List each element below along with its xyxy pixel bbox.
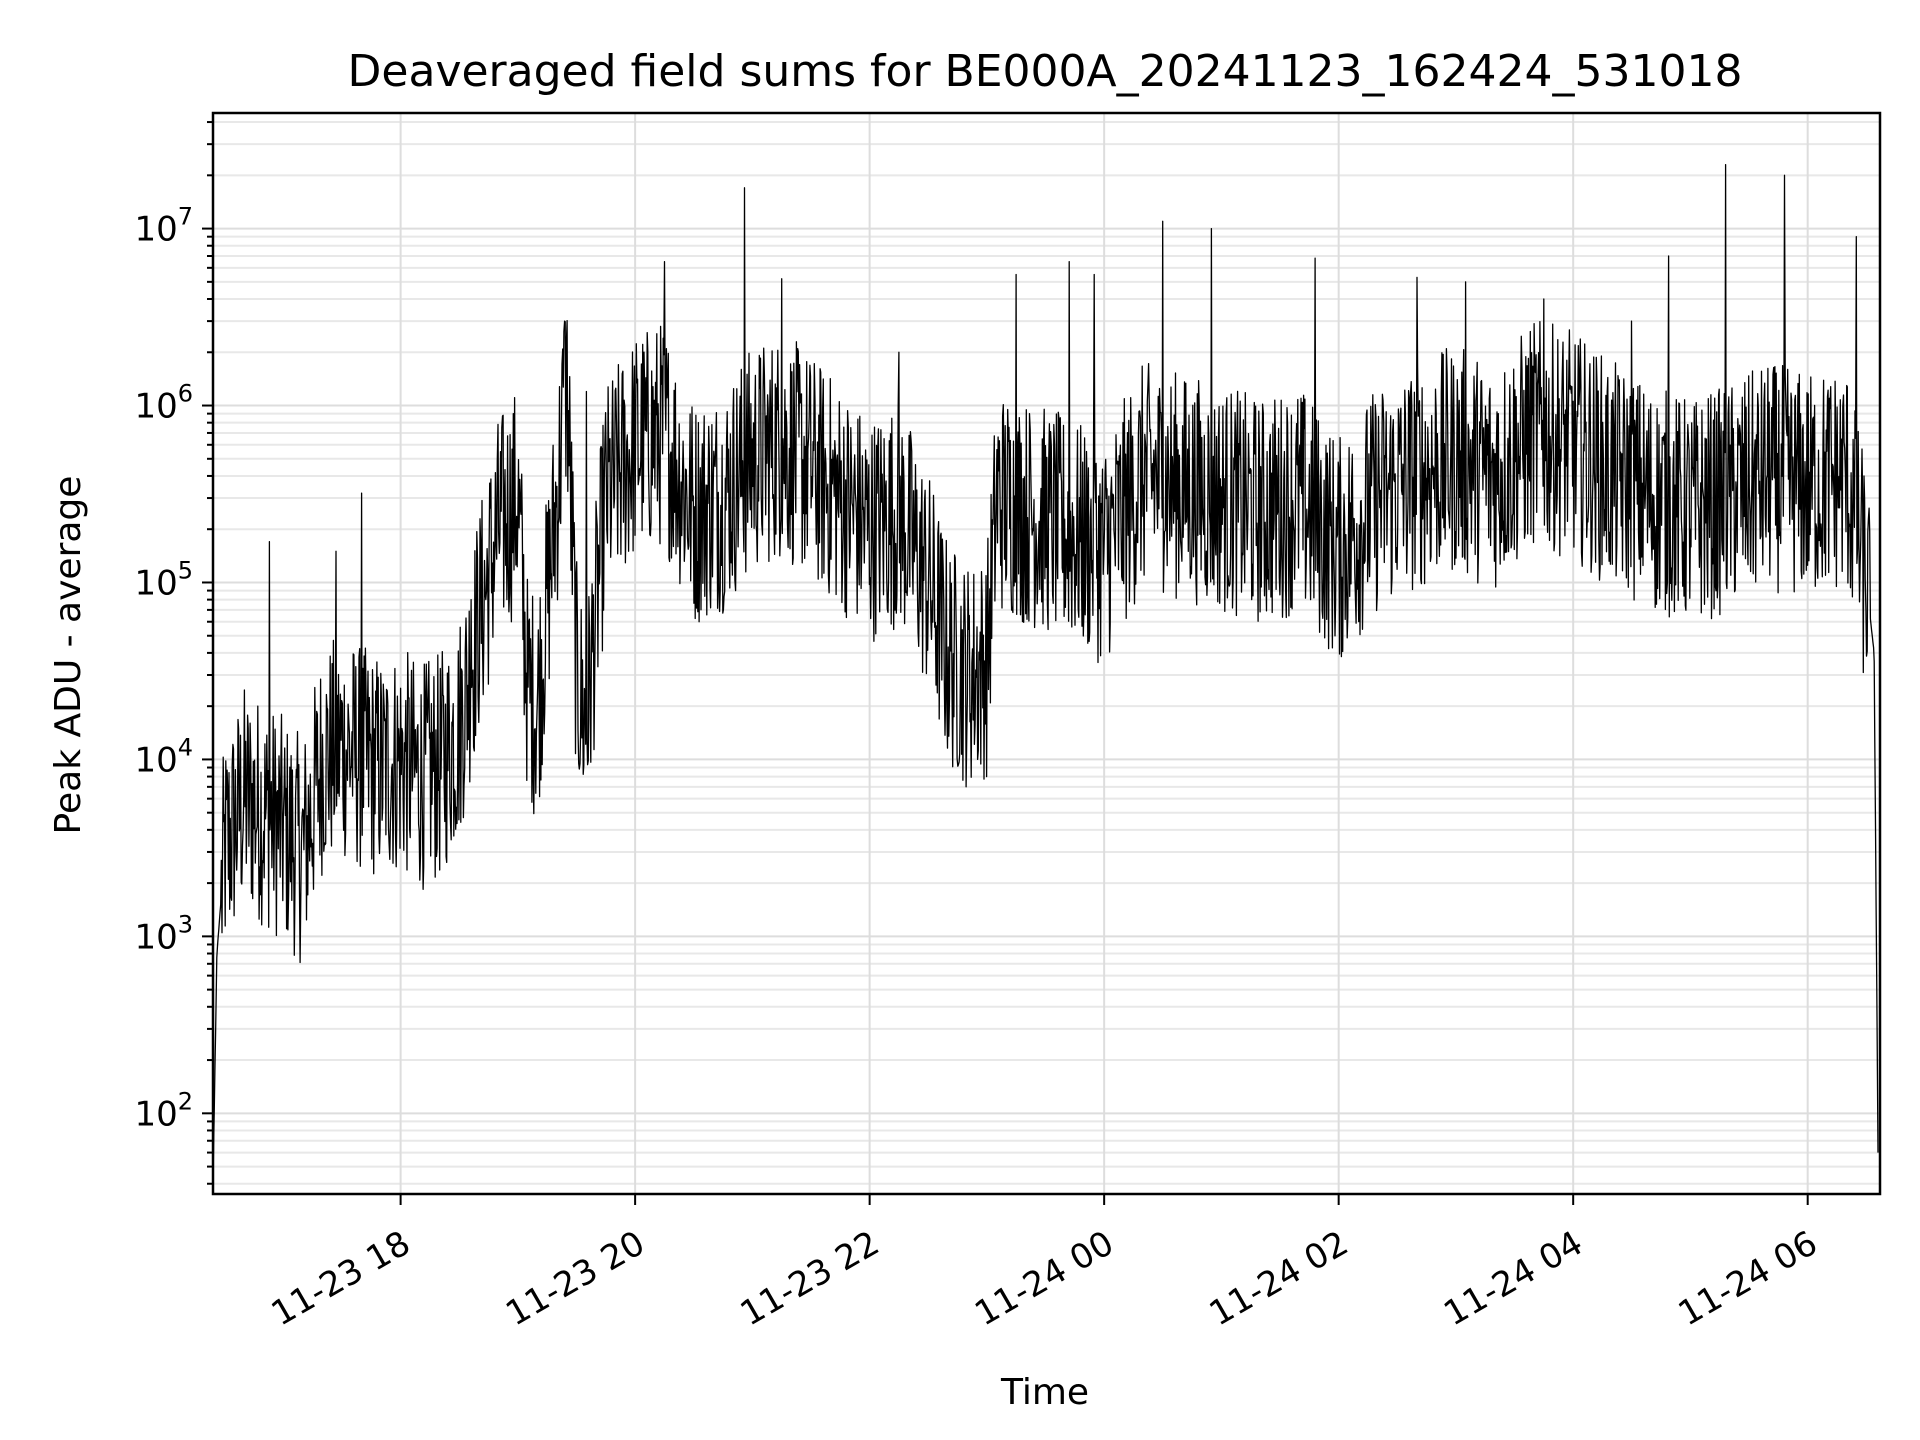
chart-title: Deaveraged field sums for BE000A_2024112… xyxy=(348,46,1743,97)
x-axis-label: Time xyxy=(1000,1372,1089,1413)
y-tick-label: 106 xyxy=(134,380,193,427)
y-tick-label: 104 xyxy=(134,733,193,780)
y-tick-label: 103 xyxy=(134,910,193,957)
y-tick-label: 105 xyxy=(134,556,193,603)
y-tick-label: 107 xyxy=(134,203,193,250)
y-tick-label: 102 xyxy=(134,1087,193,1134)
series-line xyxy=(212,163,1879,1184)
y-axis-label: Peak ADU - average xyxy=(48,476,89,835)
series-layer xyxy=(212,163,1879,1184)
